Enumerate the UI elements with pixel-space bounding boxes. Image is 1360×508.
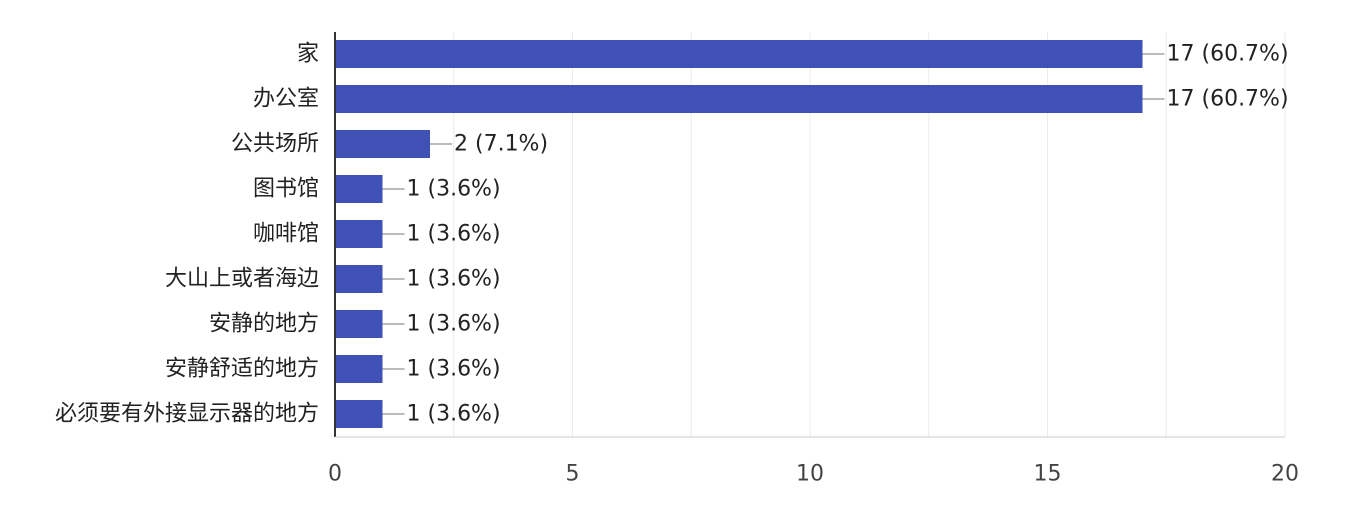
- value-label: 1 (3.6%): [407, 267, 501, 292]
- value-label: 17 (60.7%): [1167, 42, 1289, 67]
- category-label: 咖啡馆: [253, 222, 319, 247]
- bar: [335, 220, 383, 248]
- category-label: 安静的地方: [209, 312, 319, 337]
- category-label: 大山上或者海边: [165, 267, 319, 292]
- bar: [335, 310, 383, 338]
- bar: [335, 400, 383, 428]
- value-label: 1 (3.6%): [407, 177, 501, 202]
- bars: [335, 40, 1143, 428]
- x-tick-label: 10: [796, 462, 824, 487]
- bar: [335, 40, 1143, 68]
- x-axis-tick-labels: 0 5 10 15 20: [328, 462, 1299, 487]
- value-label: 1 (3.6%): [407, 222, 501, 247]
- category-label: 图书馆: [253, 177, 319, 202]
- value-label: 17 (60.7%): [1167, 87, 1289, 112]
- value-labels: 17 (60.7%) 17 (60.7%) 2 (7.1%) 1 (3.6%) 1 (3…: [382, 42, 1289, 427]
- x-tick-label: 15: [1034, 462, 1062, 487]
- category-labels: 家办公室公共场所图书馆咖啡馆大山上或者海边安静的地方安静舒适的地方必须要有外接显…: [55, 42, 319, 427]
- bar: [335, 130, 430, 158]
- x-tick-label: 20: [1271, 462, 1299, 487]
- category-label: 家: [297, 42, 319, 67]
- bar: [335, 265, 383, 293]
- x-tick-label: 5: [566, 462, 580, 487]
- bar: [335, 85, 1143, 113]
- category-label: 安静舒适的地方: [165, 357, 319, 382]
- category-label: 办公室: [253, 87, 319, 112]
- category-label: 必须要有外接显示器的地方: [55, 402, 319, 427]
- bar: [335, 355, 383, 383]
- bar: [335, 175, 383, 203]
- value-label: 1 (3.6%): [407, 402, 501, 427]
- value-label: 2 (7.1%): [454, 132, 548, 157]
- value-label: 1 (3.6%): [407, 312, 501, 337]
- x-tick-label: 0: [328, 462, 342, 487]
- category-label: 公共场所: [231, 132, 319, 157]
- value-label: 1 (3.6%): [407, 357, 501, 382]
